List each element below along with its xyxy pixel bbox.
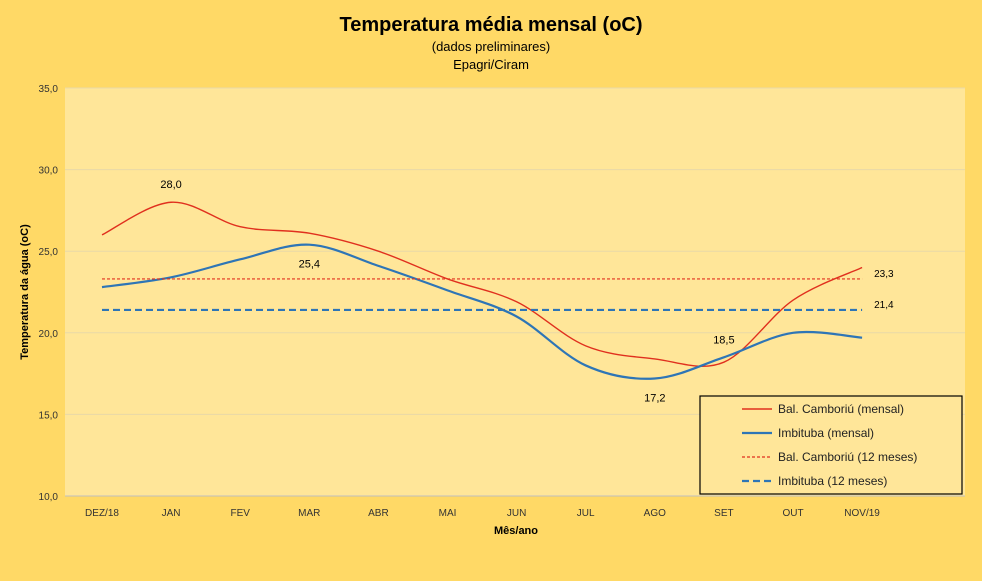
x-tick-label: AGO <box>644 508 666 519</box>
data-label: 18,5 <box>713 334 734 346</box>
x-tick-label: ABR <box>368 508 389 519</box>
legend-label: Bal. Camboriú (12 meses) <box>778 450 917 464</box>
x-tick-label: MAI <box>439 508 457 519</box>
data-label: 28,0 <box>160 179 181 191</box>
series-line <box>101 243 863 380</box>
series-line <box>101 201 863 367</box>
x-tick-label: JUN <box>507 508 526 519</box>
chart-subtitle: (dados preliminares) <box>432 39 551 54</box>
y-tick-label: 25,0 <box>39 247 59 258</box>
data-label: 23,3 <box>874 269 894 280</box>
y-tick-label: 15,0 <box>39 410 59 421</box>
data-label: 25,4 <box>299 259 320 271</box>
x-tick-label: DEZ/18 <box>85 508 119 519</box>
data-label: 17,2 <box>644 392 665 404</box>
y-tick-label: 35,0 <box>39 84 59 95</box>
data-label: 21,4 <box>874 300 894 311</box>
x-tick-label: MAR <box>298 508 320 519</box>
x-axis-label: Mês/ano <box>494 525 538 537</box>
legend: Bal. Camboriú (mensal) Imbituba (mensal) B… <box>699 395 963 495</box>
legend-label: Imbituba (mensal) <box>778 426 874 440</box>
x-tick-label: FEV <box>230 508 250 519</box>
y-tick-label: 10,0 <box>39 492 59 503</box>
chart-title: Temperatura média mensal (oC) <box>339 14 642 36</box>
x-tick-label: SET <box>714 508 733 519</box>
x-tick-label: NOV/19 <box>844 508 880 519</box>
legend-label: Imbituba (12 meses) <box>778 474 887 488</box>
x-tick-label: JUL <box>577 508 595 519</box>
x-tick-label: OUT <box>782 508 803 519</box>
y-tick-label: 20,0 <box>39 329 59 340</box>
x-tick-label: JAN <box>162 508 181 519</box>
chart-source: Epagri/Ciram <box>453 57 529 72</box>
legend-box <box>699 395 963 495</box>
y-axis-label: Temperatura da água (oC) <box>19 224 31 360</box>
y-tick-label: 30,0 <box>39 166 59 177</box>
legend-label: Bal. Camboriú (mensal) <box>778 402 904 416</box>
